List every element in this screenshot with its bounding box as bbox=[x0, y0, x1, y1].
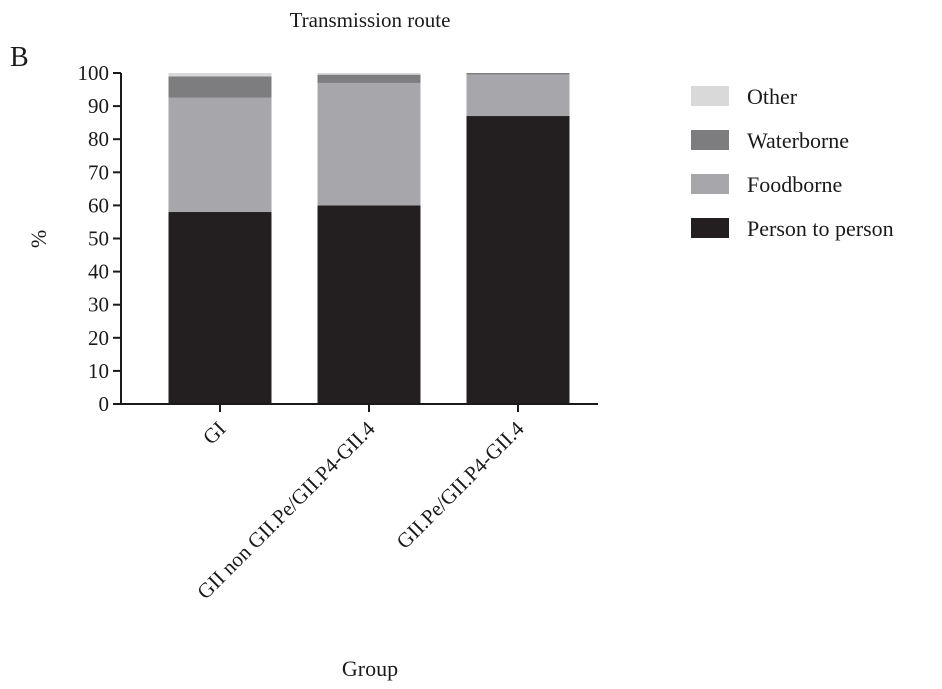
legend-swatch-waterborne bbox=[691, 130, 729, 150]
bar-person-to-person-0 bbox=[168, 212, 272, 404]
x-tick-label-1: GII non GII.Pe/GII.P4-GII.4 bbox=[192, 416, 380, 604]
x-axis-title: Group bbox=[342, 656, 398, 681]
panel-label: B bbox=[10, 42, 29, 73]
bars-group bbox=[168, 73, 570, 404]
y-tick-label-50: 50 bbox=[88, 227, 109, 251]
y-tick-label-40: 40 bbox=[88, 260, 109, 284]
legend-label-other: Other bbox=[747, 84, 798, 109]
bar-person-to-person-2 bbox=[466, 116, 570, 404]
chart-title: Transmission route bbox=[290, 8, 451, 32]
bar-foodborne-1 bbox=[317, 82, 421, 206]
legend-label-waterborne: Waterborne bbox=[747, 128, 849, 153]
x-tick-label-0: GI bbox=[198, 417, 231, 450]
bar-foodborne-0 bbox=[168, 97, 272, 213]
y-tick-label-30: 30 bbox=[88, 293, 109, 317]
y-axis: 0 10 20 30 40 50 60 70 80 90 100 bbox=[78, 61, 122, 416]
y-tick-label-100: 100 bbox=[78, 61, 110, 85]
y-tick-label-10: 10 bbox=[88, 359, 109, 383]
legend-label-person-to-person: Person to person bbox=[747, 216, 894, 241]
legend-swatch-person-to-person bbox=[691, 218, 729, 238]
legend: Other Waterborne Foodborne Person to person bbox=[691, 84, 894, 241]
bar-foodborne-2 bbox=[466, 74, 570, 117]
x-tick-label-2: GII.Pe/GII.P4-GII.4 bbox=[392, 416, 529, 553]
bar-person-to-person-1 bbox=[317, 205, 421, 404]
bar-other-0 bbox=[168, 73, 272, 77]
legend-label-foodborne: Foodborne bbox=[747, 172, 842, 197]
y-axis-title: % bbox=[26, 230, 51, 248]
legend-swatch-foodborne bbox=[691, 174, 729, 194]
bar-other-1 bbox=[317, 73, 421, 75]
y-tick-label-80: 80 bbox=[88, 127, 109, 151]
bar-waterborne-1 bbox=[317, 74, 421, 83]
legend-swatch-other bbox=[691, 86, 729, 106]
y-tick-label-70: 70 bbox=[88, 160, 109, 184]
y-tick-label-60: 60 bbox=[88, 193, 109, 217]
y-tick-label-0: 0 bbox=[99, 392, 110, 416]
bar-waterborne-0 bbox=[168, 76, 272, 98]
y-tick-label-20: 20 bbox=[88, 326, 109, 350]
bar-waterborne-2 bbox=[466, 73, 570, 75]
y-tick-label-90: 90 bbox=[88, 94, 109, 118]
